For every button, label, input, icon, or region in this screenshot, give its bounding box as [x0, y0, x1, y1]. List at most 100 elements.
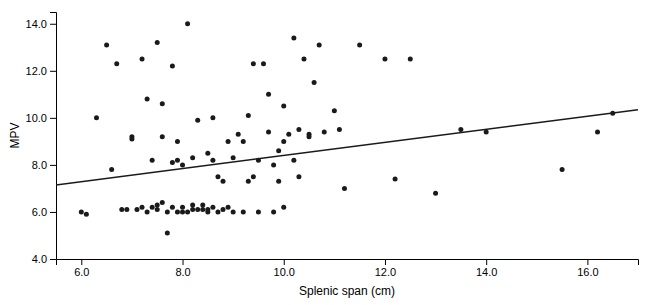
point — [241, 209, 246, 214]
axis-line — [50, 13, 57, 260]
point — [94, 115, 99, 120]
tick-mark — [385, 259, 386, 265]
point — [408, 57, 413, 62]
point — [332, 108, 337, 113]
tick-mark — [50, 118, 56, 119]
tick-mark — [486, 259, 487, 265]
point — [276, 148, 281, 153]
point — [160, 200, 165, 205]
point — [215, 209, 220, 214]
point — [281, 139, 286, 144]
point — [160, 101, 165, 106]
tick-mark — [50, 259, 56, 260]
tick-label: 14.0 — [476, 266, 497, 278]
point — [170, 64, 175, 69]
point — [160, 134, 165, 139]
point — [251, 174, 256, 179]
point — [382, 57, 387, 62]
tick: 16.0 — [577, 259, 598, 278]
point — [170, 160, 175, 165]
tick-label: 8.0 — [175, 266, 190, 278]
x-axis-title: Splenic span (cm) — [299, 284, 395, 298]
point — [145, 209, 150, 214]
point — [155, 207, 160, 212]
tick-label: 10.0 — [26, 112, 47, 124]
point — [165, 209, 170, 214]
point — [560, 167, 565, 172]
tick-mark — [50, 71, 56, 72]
point — [458, 127, 463, 132]
x-axis: 6.0 8.0 10.0 12.0 14.0 16.0 — [57, 259, 639, 278]
point — [281, 205, 286, 210]
point — [129, 134, 134, 139]
point — [610, 111, 615, 116]
point — [175, 158, 180, 163]
point — [175, 209, 180, 214]
point — [134, 207, 139, 212]
point — [215, 174, 220, 179]
regression-line — [56, 110, 638, 185]
point — [226, 205, 231, 210]
point — [256, 158, 261, 163]
tick: 8.0 — [32, 159, 56, 171]
tick-mark — [183, 259, 184, 265]
point — [246, 113, 251, 118]
tick-label: 6.0 — [74, 266, 89, 278]
tick: 10.0 — [26, 112, 56, 124]
point — [296, 174, 301, 179]
point — [221, 207, 226, 212]
point — [296, 127, 301, 132]
tick-label: 8.0 — [32, 159, 47, 171]
point — [271, 209, 276, 214]
tick-label: 16.0 — [577, 266, 598, 278]
point — [84, 212, 89, 217]
tick: 14.0 — [26, 18, 56, 30]
point — [205, 151, 210, 156]
point — [261, 61, 266, 66]
point — [357, 42, 362, 47]
tick-label: 4.0 — [32, 253, 47, 265]
point — [317, 42, 322, 47]
point — [231, 155, 236, 160]
point — [180, 205, 185, 210]
point — [190, 207, 195, 212]
tick-label: 12.0 — [26, 65, 47, 77]
point — [114, 61, 119, 66]
point — [185, 21, 190, 26]
point — [205, 207, 210, 212]
point — [595, 129, 600, 134]
point — [195, 207, 200, 212]
tick: 12.0 — [375, 259, 396, 278]
point — [210, 205, 215, 210]
point — [236, 132, 241, 137]
y-axis-title: MPV — [8, 122, 22, 148]
point — [165, 231, 170, 236]
point — [180, 162, 185, 167]
point — [104, 42, 109, 47]
point — [231, 209, 236, 214]
tick: 12.0 — [26, 65, 56, 77]
axis-line — [57, 260, 639, 266]
point — [109, 167, 114, 172]
point — [200, 202, 205, 207]
tick: 6.0 — [32, 206, 56, 218]
point — [271, 162, 276, 167]
point — [276, 179, 281, 184]
point — [195, 118, 200, 123]
tick: 10.0 — [274, 259, 295, 278]
point — [180, 209, 185, 214]
y-axis: 4.0 6.0 8.0 10.0 12.0 14.0 — [26, 13, 57, 266]
point — [185, 209, 190, 214]
point — [286, 132, 291, 137]
point — [140, 205, 145, 210]
point — [200, 207, 205, 212]
tick-mark — [50, 165, 56, 166]
point — [155, 40, 160, 45]
tick-label: 12.0 — [375, 266, 396, 278]
tick-mark — [284, 259, 285, 265]
tick: 4.0 — [32, 253, 56, 265]
point — [393, 177, 398, 182]
point — [175, 139, 180, 144]
point — [281, 104, 286, 109]
point — [170, 205, 175, 210]
